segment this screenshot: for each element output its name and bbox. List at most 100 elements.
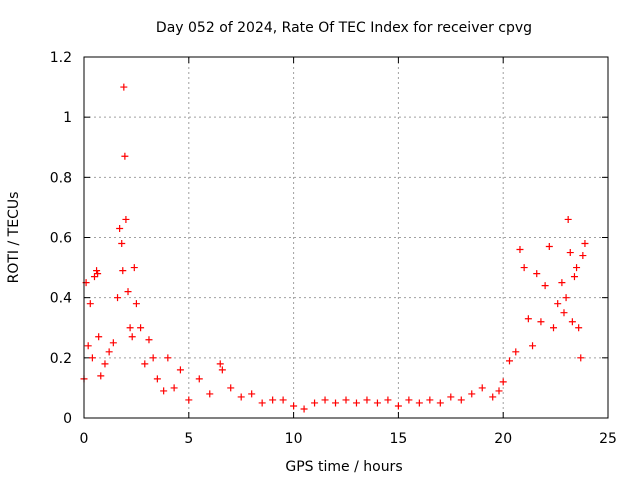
data-point <box>489 393 497 401</box>
x-tick-label: 10 <box>285 431 303 447</box>
data-point <box>499 378 507 386</box>
grid <box>84 57 608 418</box>
data-point <box>170 384 178 392</box>
chart-title: Day 052 of 2024, Rate Of TEC Index for r… <box>156 20 532 36</box>
data-point <box>550 324 558 332</box>
data-point <box>109 339 117 347</box>
data-point <box>545 243 553 251</box>
y-tick-label: 1 <box>63 110 72 126</box>
data-point <box>97 372 105 380</box>
data-point <box>562 294 570 302</box>
data-point <box>176 366 184 374</box>
data-point <box>90 273 98 281</box>
data-point <box>570 273 578 281</box>
data-point <box>130 264 138 272</box>
data-point <box>560 309 568 317</box>
data-point <box>581 240 589 248</box>
x-tick-label: 25 <box>599 431 617 447</box>
data-point <box>164 354 172 362</box>
data-point <box>258 399 266 407</box>
data-point <box>447 393 455 401</box>
data-point <box>373 399 381 407</box>
data-point <box>195 375 203 383</box>
data-point <box>478 384 486 392</box>
data-point <box>269 396 277 404</box>
data-point <box>520 264 528 272</box>
data-point <box>118 240 126 248</box>
data-point <box>524 315 532 323</box>
data-point <box>575 324 583 332</box>
data-point <box>121 152 129 160</box>
data-point <box>141 360 149 368</box>
data-point <box>132 300 140 308</box>
y-tick-label: 0.4 <box>50 291 72 307</box>
y-tick-label: 0.6 <box>50 231 72 247</box>
data-point <box>94 270 102 278</box>
data-point <box>558 279 566 287</box>
data-point <box>363 396 371 404</box>
data-point <box>512 348 520 356</box>
data-point <box>573 264 581 272</box>
data-point <box>149 354 157 362</box>
data-point <box>566 249 574 257</box>
data-point <box>216 360 224 368</box>
data-point <box>88 354 96 362</box>
data-point <box>321 396 329 404</box>
x-tick-label: 0 <box>80 431 89 447</box>
data-point <box>237 393 245 401</box>
data-point <box>300 405 308 413</box>
data-point <box>468 390 476 398</box>
data-point <box>86 300 94 308</box>
data-point <box>95 333 103 341</box>
data-point <box>568 318 576 326</box>
data-point <box>101 360 109 368</box>
data-point <box>160 387 168 395</box>
data-point <box>554 300 562 308</box>
data-point <box>415 399 423 407</box>
data-point <box>119 267 127 275</box>
data-point <box>124 288 132 296</box>
data-point <box>137 324 145 332</box>
data-point <box>185 396 193 404</box>
data-point <box>126 324 134 332</box>
x-tick-label: 20 <box>494 431 512 447</box>
data-point <box>426 396 434 404</box>
data-point <box>248 390 256 398</box>
data-point <box>516 246 524 254</box>
data-point <box>332 399 340 407</box>
plot-frame <box>83 56 609 419</box>
data-point <box>116 224 124 232</box>
data-points <box>80 83 589 413</box>
data-point <box>145 336 153 344</box>
data-point <box>84 342 92 350</box>
tick-labels: 0 5 10 15 20 25 0 0.2 0.4 0.6 0.8 1 1.2 <box>50 50 617 447</box>
data-point <box>114 294 122 302</box>
data-point <box>529 342 537 350</box>
data-point <box>227 384 235 392</box>
data-point <box>311 399 319 407</box>
data-point <box>342 396 350 404</box>
data-point <box>128 333 136 341</box>
data-point <box>153 375 161 383</box>
data-point <box>218 366 226 374</box>
data-point <box>564 215 572 223</box>
data-point <box>533 270 541 278</box>
data-point <box>290 402 298 410</box>
data-point <box>105 348 113 356</box>
data-point <box>505 357 513 365</box>
data-point <box>457 396 465 404</box>
data-point <box>352 399 360 407</box>
y-tick-label: 0.8 <box>50 170 72 186</box>
data-point <box>384 396 392 404</box>
data-point <box>120 83 128 91</box>
x-axis-label: GPS time / hours <box>285 459 402 475</box>
data-point <box>394 402 402 410</box>
y-tick-label: 1.2 <box>50 50 72 66</box>
data-point <box>436 399 444 407</box>
data-point <box>537 318 545 326</box>
data-point <box>541 282 549 290</box>
data-point <box>495 387 503 395</box>
y-tick-label: 0 <box>63 411 72 427</box>
data-point <box>579 252 587 260</box>
